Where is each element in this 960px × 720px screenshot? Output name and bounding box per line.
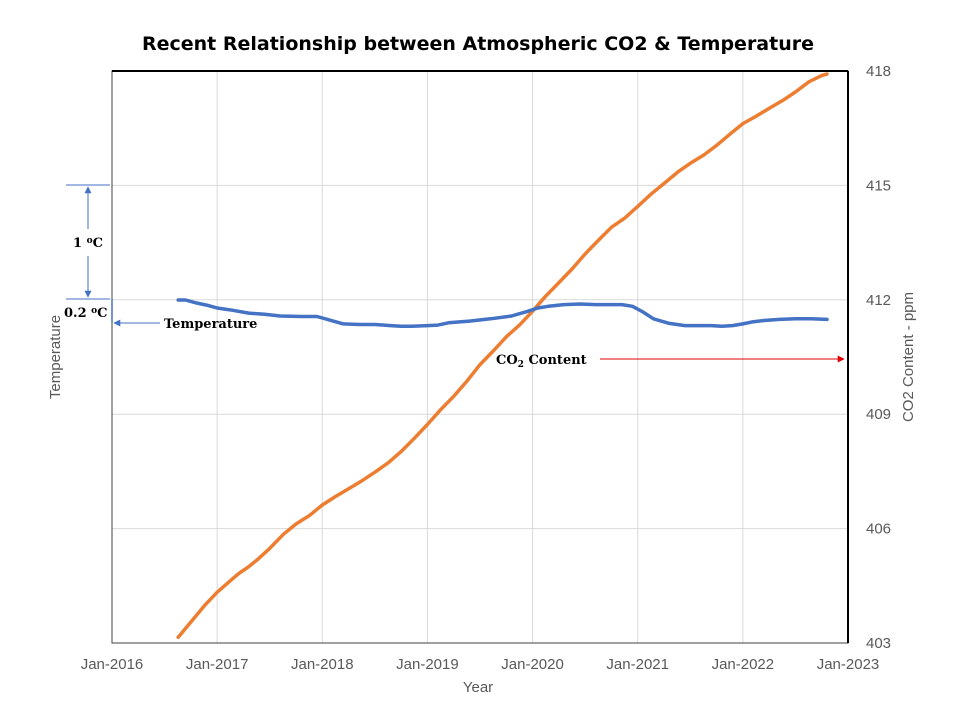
x-axis-label: Year — [463, 679, 493, 696]
y-right-axis-ticks: 403 406 409 412 415 418 — [866, 63, 891, 652]
grid — [112, 71, 848, 643]
y-right-tick-label: 412 — [866, 292, 891, 309]
x-tick-label: Jan-2016 — [81, 656, 144, 673]
series-co2-content-line — [176, 72, 829, 640]
series-temperature-line — [176, 298, 829, 328]
scale-02c-label: 0.2 oC — [64, 306, 108, 321]
y-right-axis-label: CO2 Content - ppm — [900, 292, 917, 422]
plot-frame — [111, 70, 849, 644]
x-tick-label: Jan-2017 — [186, 656, 249, 673]
chart-title: Recent Relationship between Atmospheric … — [142, 33, 814, 55]
scale-1c-label: 1 oC — [73, 236, 103, 251]
co2-annotation: CO2 Content — [496, 353, 587, 370]
temperature-annotation: Temperature — [164, 317, 257, 332]
y-right-tick-label: 403 — [866, 635, 891, 652]
y-left-axis-label: Temperature — [47, 315, 64, 399]
x-axis-ticks: Jan-2016 Jan-2017 Jan-2018 Jan-2019 Jan-2020… — [81, 656, 880, 673]
y-right-tick-label: 406 — [866, 521, 891, 538]
x-tick-label: Jan-2019 — [396, 656, 459, 673]
x-tick-label: Jan-2022 — [712, 656, 775, 673]
y-right-tick-label: 418 — [866, 63, 891, 80]
x-tick-label: Jan-2018 — [291, 656, 354, 673]
x-tick-label: Jan-2023 — [817, 656, 880, 673]
y-right-tick-label: 409 — [866, 406, 891, 423]
x-tick-label: Jan-2020 — [501, 656, 564, 673]
x-tick-label: Jan-2021 — [606, 656, 669, 673]
y-right-tick-label: 415 — [866, 177, 891, 194]
